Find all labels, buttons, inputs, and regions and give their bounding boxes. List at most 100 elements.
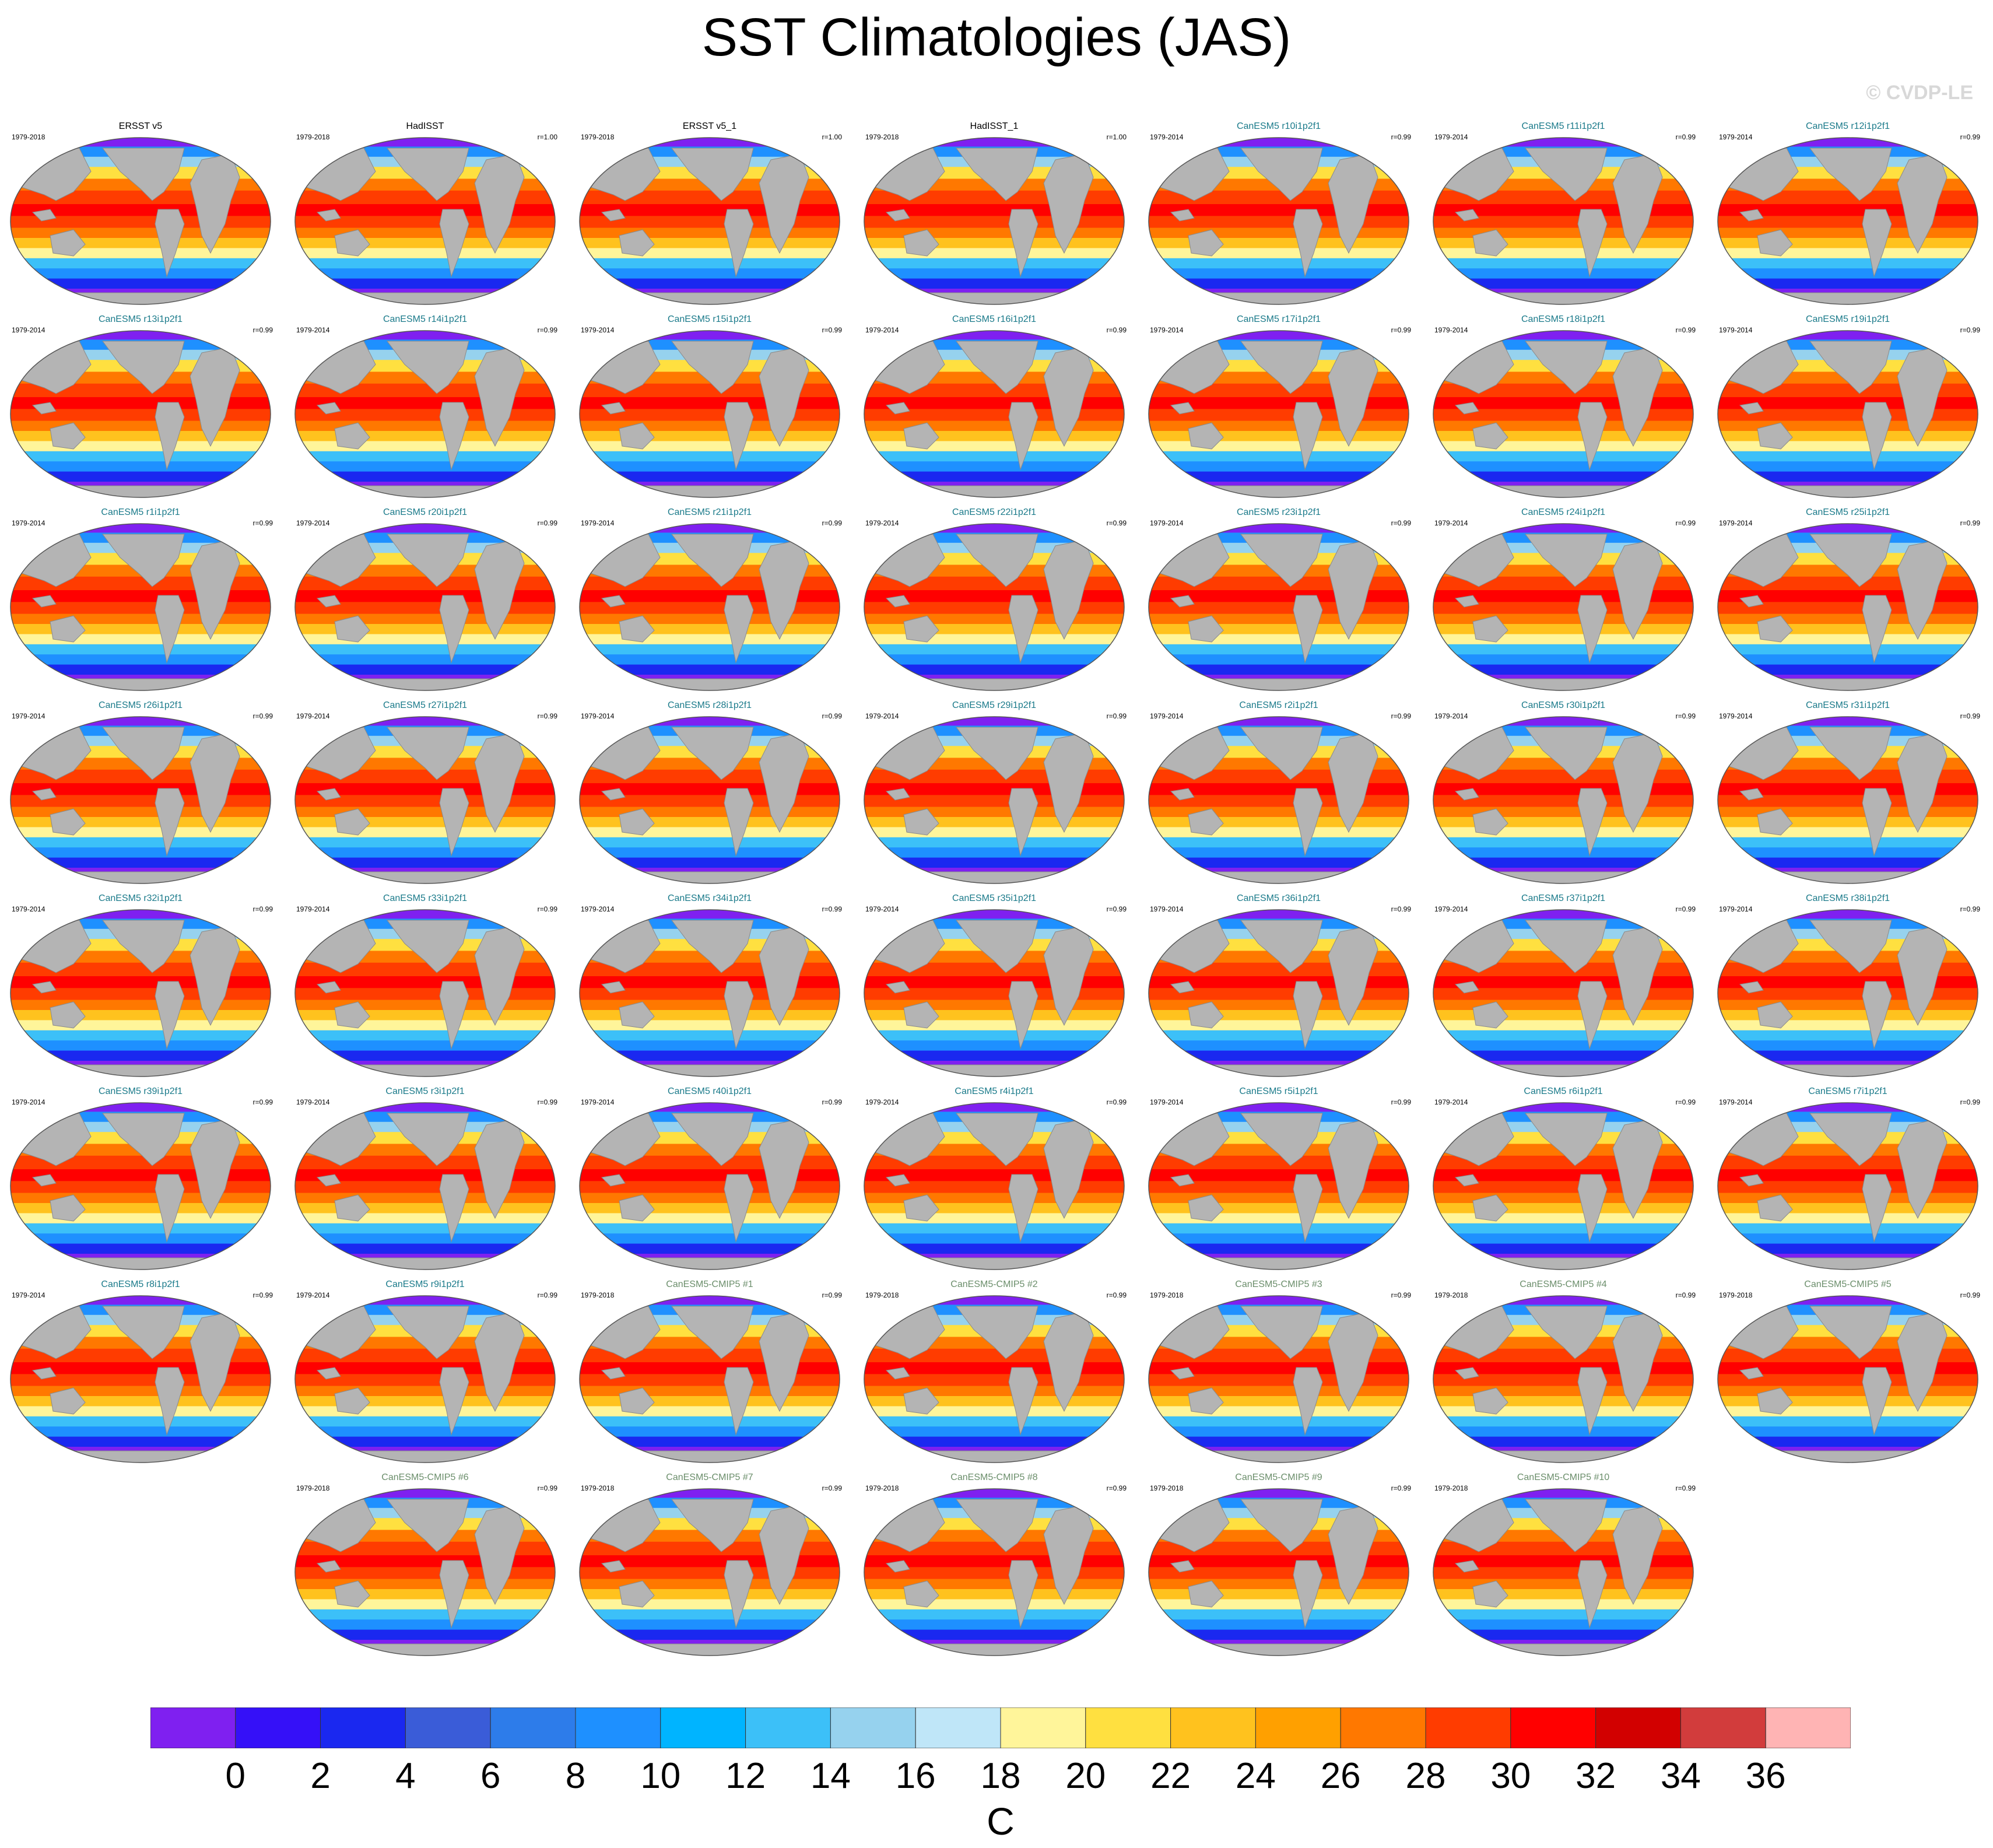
panel-correlation: r=0.99 [537, 1291, 557, 1299]
panel-years: 1979-2014 [1719, 1098, 1753, 1106]
panel-title: CanESM5-CMIP5 #9 [1235, 1472, 1322, 1482]
panel-correlation: r=0.99 [537, 1098, 557, 1106]
map-panel: CanESM5 r1i1p2f1 1979-2014 r=0.99 [3, 505, 278, 697]
panel-years: 1979-2014 [581, 326, 615, 334]
panel-title: CanESM5 r1i1p2f1 [101, 507, 180, 517]
colorbar-swatch [150, 1707, 236, 1748]
panel-correlation: r=0.99 [252, 1291, 273, 1299]
panel-years: 1979-2018 [1150, 1291, 1184, 1299]
map-panel: CanESM5 r19i1p2f1 1979-2014 r=0.99 [1711, 312, 1985, 504]
panel-title: CanESM5 r26i1p2f1 [98, 700, 183, 710]
map-panel: CanESM5 r16i1p2f1 1979-2014 r=0.99 [857, 312, 1131, 504]
map-panel: CanESM5-CMIP5 #8 1979-2018 r=0.99 [857, 1470, 1131, 1663]
panel-years: 1979-2014 [1150, 1098, 1184, 1106]
colorbar-tick-label: 32 [1576, 1756, 1616, 1796]
panel-correlation: r=0.99 [537, 712, 557, 720]
map-panel: CanESM5-CMIP5 #4 1979-2018 r=0.99 [1426, 1277, 1700, 1470]
panel-correlation: r=0.99 [1960, 1291, 1980, 1299]
map-panel: CanESM5 r32i1p2f1 1979-2014 r=0.99 [3, 891, 278, 1083]
panel-title: CanESM5 r5i1p2f1 [1239, 1086, 1318, 1096]
panel-years: 1979-2014 [1434, 326, 1468, 334]
panel-title: CanESM5 r25i1p2f1 [1805, 507, 1890, 517]
colorbar-swatch [575, 1707, 661, 1748]
map-panel: CanESM5 r15i1p2f1 1979-2014 r=0.99 [573, 312, 847, 504]
map-panel: CanESM5 r40i1p2f1 1979-2014 r=0.99 [573, 1084, 847, 1277]
colorbar-swatch [320, 1707, 406, 1748]
panel-title: CanESM5 r11i1p2f1 [1521, 121, 1605, 131]
colorbar-tick-label: 24 [1235, 1756, 1276, 1796]
panel-years: 1979-2014 [1150, 326, 1184, 334]
panel-title: CanESM5 r28i1p2f1 [667, 700, 752, 710]
panel-title: CanESM5 r3i1p2f1 [385, 1086, 465, 1096]
panel-title: CanESM5-CMIP5 #10 [1517, 1472, 1610, 1482]
map-panel: CanESM5 r18i1p2f1 1979-2014 r=0.99 [1426, 312, 1700, 504]
colorbar-swatch [490, 1707, 576, 1748]
panel-correlation: r=0.99 [1106, 326, 1127, 334]
panel-years: 1979-2014 [1719, 326, 1753, 334]
map-panel: CanESM5-CMIP5 #7 1979-2018 r=0.99 [573, 1470, 847, 1663]
panel-years: 1979-2014 [581, 712, 615, 720]
sst-map [1717, 523, 1978, 691]
panel-years: 1979-2018 [1434, 1291, 1468, 1299]
map-panel: CanESM5 r5i1p2f1 1979-2014 r=0.99 [1142, 1084, 1416, 1277]
panel-title: CanESM5 r32i1p2f1 [98, 893, 183, 903]
panel-title: CanESM5 r8i1p2f1 [101, 1279, 180, 1289]
map-panel: CanESM5-CMIP5 #6 1979-2018 r=0.99 [288, 1470, 562, 1663]
panel-correlation: r=0.99 [1960, 133, 1980, 141]
sst-map [864, 137, 1125, 305]
panel-correlation: r=0.99 [1391, 1484, 1411, 1492]
panel-title: CanESM5 r19i1p2f1 [1805, 314, 1890, 324]
panel-years: 1979-2018 [1150, 1484, 1184, 1492]
sst-map [1148, 1488, 1409, 1656]
panel-correlation: r=0.99 [252, 519, 273, 527]
panel-title: CanESM5 r12i1p2f1 [1805, 121, 1890, 131]
sst-map [1148, 330, 1409, 498]
panel-title: CanESM5-CMIP5 #4 [1520, 1279, 1607, 1289]
panel-correlation: r=0.99 [1675, 519, 1696, 527]
panel-correlation: r=0.99 [1106, 519, 1127, 527]
panel-title: CanESM5 r38i1p2f1 [1805, 893, 1890, 903]
panel-title: CanESM5 r40i1p2f1 [667, 1086, 752, 1096]
map-panel: CanESM5 r13i1p2f1 1979-2014 r=0.99 [3, 312, 278, 504]
colorbar-tick-label: 18 [980, 1756, 1021, 1796]
panel-title: CanESM5 r10i1p2f1 [1236, 121, 1321, 131]
map-panel: CanESM5 r2i1p2f1 1979-2014 r=0.99 [1142, 698, 1416, 890]
map-panel: CanESM5 r7i1p2f1 1979-2014 r=0.99 [1711, 1084, 1985, 1277]
panel-correlation: r=1.00 [1106, 133, 1127, 141]
sst-map [1433, 137, 1694, 305]
sst-map [1433, 716, 1694, 884]
map-panel: CanESM5 r25i1p2f1 1979-2014 r=0.99 [1711, 505, 1985, 697]
panel-correlation: r=0.99 [252, 326, 273, 334]
panel-years: 1979-2014 [296, 326, 330, 334]
panel-years: 1979-2014 [581, 1098, 615, 1106]
sst-map [10, 1295, 271, 1463]
colorbar-swatch [235, 1707, 321, 1748]
panel-years: 1979-2018 [865, 1291, 899, 1299]
sst-map [294, 909, 556, 1077]
panel-years: 1979-2014 [865, 519, 899, 527]
sst-map [864, 909, 1125, 1077]
sst-map [864, 716, 1125, 884]
colorbar-tick-label: 10 [640, 1756, 681, 1796]
panel-correlation: r=0.99 [537, 905, 557, 913]
panel-title: CanESM5 r6i1p2f1 [1524, 1086, 1603, 1096]
colorbar [150, 1707, 1851, 1748]
panel-title: CanESM5 r17i1p2f1 [1236, 314, 1321, 324]
map-panel: CanESM5 r28i1p2f1 1979-2014 r=0.99 [573, 698, 847, 890]
panel-correlation: r=0.99 [1960, 519, 1980, 527]
panel-correlation: r=0.99 [1106, 1291, 1127, 1299]
sst-map [1433, 1295, 1694, 1463]
panel-title: CanESM5 r23i1p2f1 [1236, 507, 1321, 517]
sst-map [579, 523, 840, 691]
map-panel: CanESM5 r12i1p2f1 1979-2014 r=0.99 [1711, 119, 1985, 311]
panel-years: 1979-2018 [296, 1484, 330, 1492]
panel-correlation: r=0.99 [252, 1098, 273, 1106]
sst-map [294, 330, 556, 498]
map-panel: CanESM5 r10i1p2f1 1979-2014 r=0.99 [1142, 119, 1416, 311]
sst-map [1717, 909, 1978, 1077]
panel-correlation: r=0.99 [537, 519, 557, 527]
sst-map [10, 909, 271, 1077]
watermark: © CVDP-LE [1866, 82, 1973, 104]
colorbar-tick-label: 26 [1320, 1756, 1361, 1796]
map-panel: CanESM5 r9i1p2f1 1979-2014 r=0.99 [288, 1277, 562, 1470]
